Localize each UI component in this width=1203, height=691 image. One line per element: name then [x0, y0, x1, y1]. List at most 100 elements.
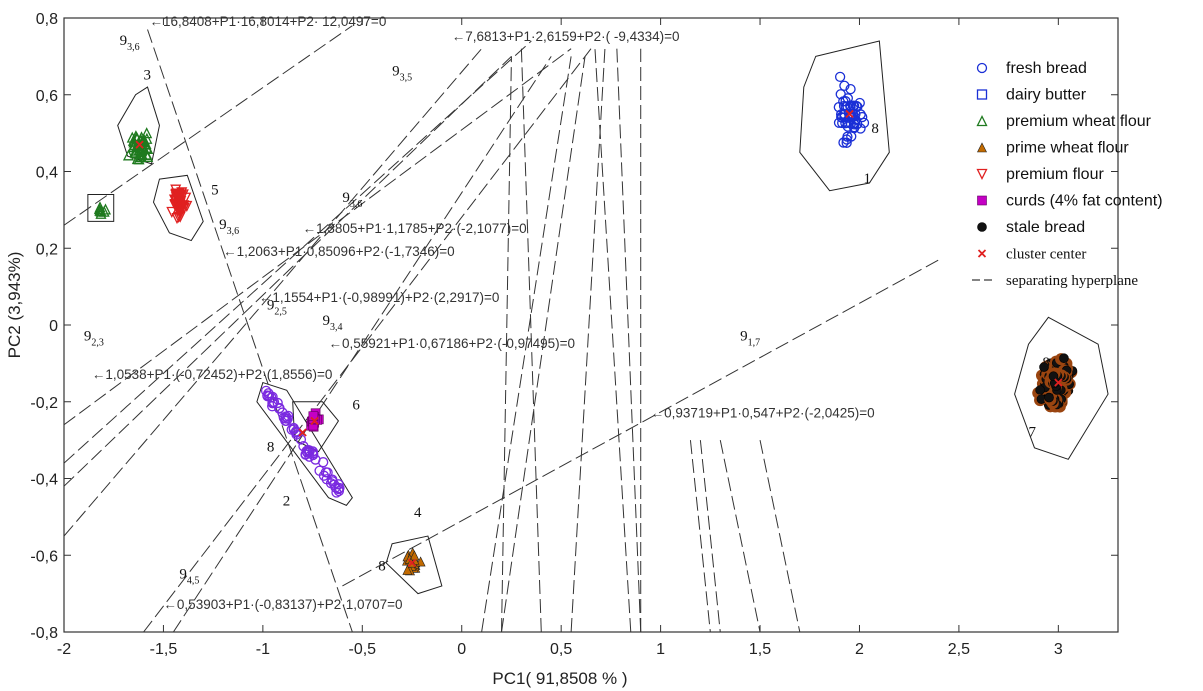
legend-label: separating hyperplane: [1006, 273, 1138, 289]
data-point: [173, 211, 185, 223]
cluster-center-point: [310, 416, 319, 426]
legend-label: premium wheat flour: [1006, 113, 1152, 130]
data-point: [321, 474, 332, 485]
data-point: [845, 118, 857, 129]
hyperplane-index-subscript: 2,5: [274, 307, 287, 318]
cluster-number-label: 8: [1042, 355, 1050, 371]
cluster-center-point-stroke: [407, 558, 417, 568]
hyperplane-equation-label: ←7,6813+P1·2,6159+P2·( -9,4334)=0: [452, 29, 680, 44]
hyperplane-index-label: 93,5: [392, 64, 412, 84]
cluster-center-point: [175, 198, 184, 207]
hyperplane-line: [64, 56, 512, 487]
hyperplane-line: [64, 48, 483, 537]
data-point: [133, 143, 145, 155]
data-point: [402, 564, 413, 575]
legend-marker: [977, 142, 987, 153]
hyperplane-line: [719, 440, 761, 632]
hyperplane-index-label: 93,4: [323, 313, 343, 333]
data-point: [846, 131, 857, 142]
data-point: [298, 441, 309, 452]
legend-label: prime wheat flour: [1006, 140, 1129, 157]
hyperplane-line: [172, 56, 552, 632]
hyperplane-line: [64, 25, 353, 226]
data-point: [260, 385, 272, 396]
legend-marker: [976, 62, 988, 74]
data-point: [333, 479, 344, 490]
data-point: [852, 101, 863, 112]
hyperplane-equation-label: ←0,93719+P1·0,547+P2·(-2,0425)=0: [651, 405, 875, 420]
data-point: [1048, 371, 1059, 382]
cluster-center-point: [845, 109, 854, 119]
cluster-number-label: 3: [144, 67, 152, 83]
hyperplane-equation-label: ←16,8408+P1·16,8014+P2· 12,0497=0: [150, 14, 387, 29]
data-point: [310, 454, 321, 465]
legend-marker: [977, 249, 987, 258]
legend-label: curds (4% fat content): [1006, 193, 1163, 210]
hyperplane-line: [759, 440, 801, 632]
y-tick-label: 0,8: [36, 11, 58, 28]
data-point: [842, 121, 854, 132]
legend-label: dairy butter: [1006, 87, 1087, 104]
data-point: [843, 108, 855, 119]
data-point: [839, 80, 850, 91]
x-tick-label: -0,5: [349, 641, 377, 658]
cluster-hull: [87, 194, 115, 222]
hyperplane-line: [520, 48, 542, 632]
hyperplane-equation-label: ←1,3805+P1·1,1785+P2·(-2,1077)=0: [303, 221, 527, 236]
x-tick-label: 1,5: [749, 641, 771, 658]
data-point: [314, 465, 325, 476]
legend-label: premium flour: [1006, 166, 1104, 183]
data-point: [283, 410, 294, 422]
data-point: [301, 446, 312, 457]
hyperplane-line: [481, 56, 572, 632]
cluster-number-label: 8: [871, 121, 879, 137]
data-point: [262, 390, 273, 401]
data-point: [291, 427, 302, 438]
legend-marker: [976, 89, 988, 100]
y-axis-label: PC2 (3,943%): [5, 252, 24, 359]
x-tick-label: -1: [256, 641, 270, 658]
hyperplane-line: [147, 29, 353, 632]
y-tick-label: 0,2: [36, 241, 58, 258]
hyperplane-line: [689, 440, 711, 632]
cluster-hull: [1014, 316, 1109, 460]
x-tick-label: -2: [57, 641, 71, 658]
hyperplane-index-subscript: 3,5: [400, 73, 413, 84]
cluster-hull: [385, 535, 443, 595]
data-point: [1059, 353, 1069, 364]
legend-label: fresh bread: [1006, 60, 1087, 77]
x-tick-label: -1,5: [150, 641, 178, 658]
data-point: [166, 206, 178, 218]
data-point: [858, 117, 870, 129]
hyperplane-index-subscript: 1,7: [748, 337, 761, 348]
hyperplane-equation-label: ←1,2063+P1·0,85096+P2·(-1,7346)=0: [223, 244, 455, 259]
data-point: [142, 150, 154, 163]
cluster-number-label: 6: [352, 397, 360, 413]
data-point: [171, 213, 183, 225]
hyperplane-index-subscript: 3,6: [350, 199, 363, 210]
data-point: [274, 402, 285, 414]
cluster-hull: [117, 86, 160, 165]
hyperplane-index-subscript: 3,6: [227, 226, 240, 237]
cluster-center-point: [135, 140, 144, 149]
hyperplane-line: [699, 440, 721, 632]
hyperplane-equation-label: ←0,55921+P1·0,67186+P2·(-0,97495)=0: [328, 336, 575, 351]
cluster-center-point: [298, 428, 307, 437]
cluster-center-point-stroke: [298, 428, 307, 437]
hyperplane-index-subscript: 2,3: [91, 337, 104, 348]
cluster-center-point-stroke: [1054, 378, 1063, 387]
hyperplane-index-label: 94,5: [179, 566, 199, 586]
hyperplane-equation-label: ←1,1554+P1·(-0,98991)+P2·(2,2917)=0: [259, 290, 500, 305]
y-tick-label: 0,4: [36, 165, 58, 182]
cluster-hull: [799, 40, 890, 192]
data-point: [180, 192, 192, 204]
data-point: [267, 397, 278, 408]
cluster-hull: [152, 174, 204, 242]
cluster-number-label: 4: [414, 505, 422, 521]
x-tick-label: 0,5: [550, 641, 572, 658]
data-point: [141, 127, 153, 139]
cluster-center-point: [407, 558, 417, 568]
legend-marker-stroke: [977, 249, 987, 258]
hyperplane-index-label: 93,6: [219, 217, 239, 237]
